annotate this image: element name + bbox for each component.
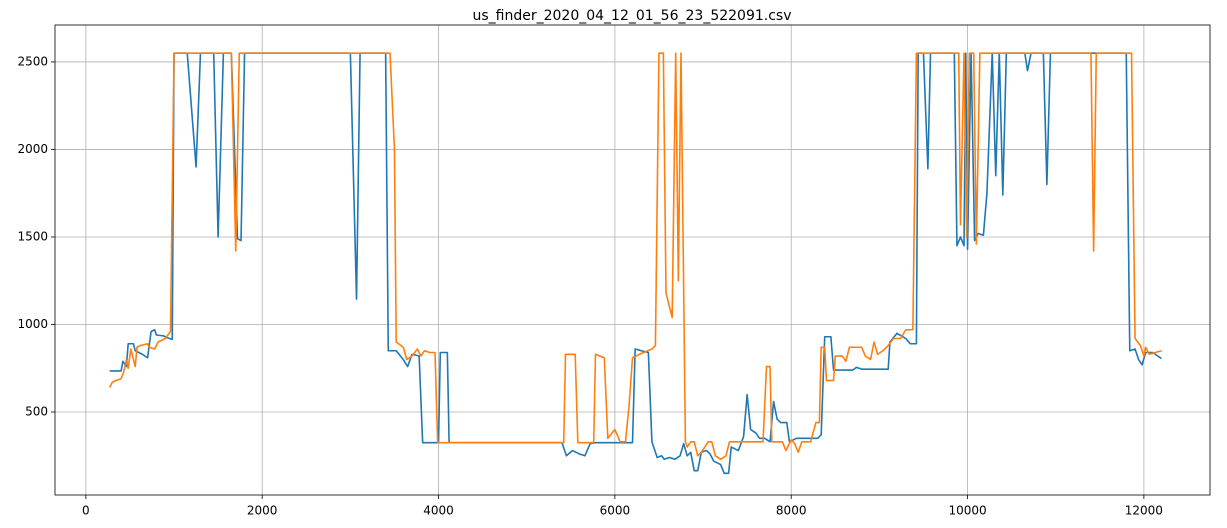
- data-line: [109, 52, 1162, 475]
- x-tick-label: 6000: [600, 504, 631, 518]
- y-tick-label: 1000: [17, 317, 48, 331]
- y-tick-label: 1500: [17, 229, 48, 243]
- chart-title: us_finder_2020_04_12_01_56_23_522091.csv: [473, 8, 792, 24]
- x-tick-label: 4000: [423, 504, 454, 518]
- y-tick-label: 500: [25, 405, 48, 419]
- grid: [55, 25, 1210, 495]
- x-tick-label: 10000: [948, 504, 986, 518]
- x-tick-label: 8000: [776, 504, 807, 518]
- x-tick-label: 12000: [1125, 504, 1163, 518]
- x-tick-label: 0: [82, 504, 90, 518]
- lines: [108, 52, 1162, 475]
- y-tick-label: 2500: [17, 54, 48, 68]
- y-tick-label: 2000: [17, 142, 48, 156]
- plot-frame: [54, 24, 1211, 496]
- x-tick-label: 2000: [247, 504, 278, 518]
- data-line: [108, 52, 1162, 461]
